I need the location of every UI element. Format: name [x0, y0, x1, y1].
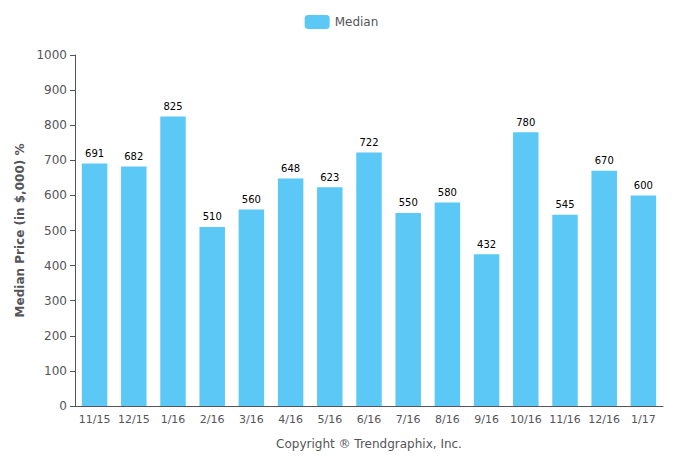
- svg-text:648: 648: [281, 163, 300, 174]
- svg-text:3/16: 3/16: [239, 413, 264, 426]
- svg-text:2/16: 2/16: [200, 413, 225, 426]
- svg-text:6/16: 6/16: [357, 413, 382, 426]
- svg-text:545: 545: [555, 199, 574, 210]
- svg-text:7/16: 7/16: [396, 413, 421, 426]
- svg-text:10/16: 10/16: [510, 413, 542, 426]
- svg-text:8/16: 8/16: [435, 413, 460, 426]
- svg-text:12/15: 12/15: [118, 413, 150, 426]
- svg-text:5/16: 5/16: [317, 413, 342, 426]
- svg-text:0: 0: [59, 399, 67, 413]
- svg-text:300: 300: [44, 294, 67, 308]
- svg-text:200: 200: [44, 329, 67, 343]
- svg-text:1/16: 1/16: [161, 413, 186, 426]
- svg-text:900: 900: [44, 83, 67, 97]
- svg-text:600: 600: [44, 188, 67, 202]
- svg-text:825: 825: [163, 101, 182, 112]
- svg-text:800: 800: [44, 118, 67, 132]
- svg-text:1000: 1000: [36, 48, 67, 62]
- svg-text:12/16: 12/16: [588, 413, 620, 426]
- svg-text:600: 600: [634, 180, 653, 191]
- svg-text:432: 432: [477, 239, 496, 250]
- svg-text:400: 400: [44, 259, 67, 273]
- svg-text:550: 550: [399, 197, 418, 208]
- svg-text:682: 682: [124, 151, 143, 162]
- svg-text:Median Price (in $,000) %: Median Price (in $,000) %: [13, 144, 27, 318]
- svg-text:11/16: 11/16: [549, 413, 581, 426]
- svg-text:500: 500: [44, 224, 67, 238]
- svg-text:510: 510: [203, 211, 222, 222]
- svg-text:Median: Median: [335, 15, 379, 29]
- svg-text:100: 100: [44, 364, 67, 378]
- svg-text:1/17: 1/17: [631, 413, 656, 426]
- svg-text:780: 780: [516, 117, 535, 128]
- svg-text:722: 722: [359, 137, 378, 148]
- svg-text:670: 670: [595, 155, 614, 166]
- svg-text:580: 580: [438, 187, 457, 198]
- svg-text:9/16: 9/16: [474, 413, 499, 426]
- svg-text:560: 560: [242, 194, 261, 205]
- svg-text:623: 623: [320, 172, 339, 183]
- svg-text:4/16: 4/16: [278, 413, 303, 426]
- svg-text:11/15: 11/15: [79, 413, 111, 426]
- svg-text:Copyright ® Trendgraphix, Inc.: Copyright ® Trendgraphix, Inc.: [276, 437, 462, 451]
- svg-text:700: 700: [44, 153, 67, 167]
- svg-text:691: 691: [85, 148, 104, 159]
